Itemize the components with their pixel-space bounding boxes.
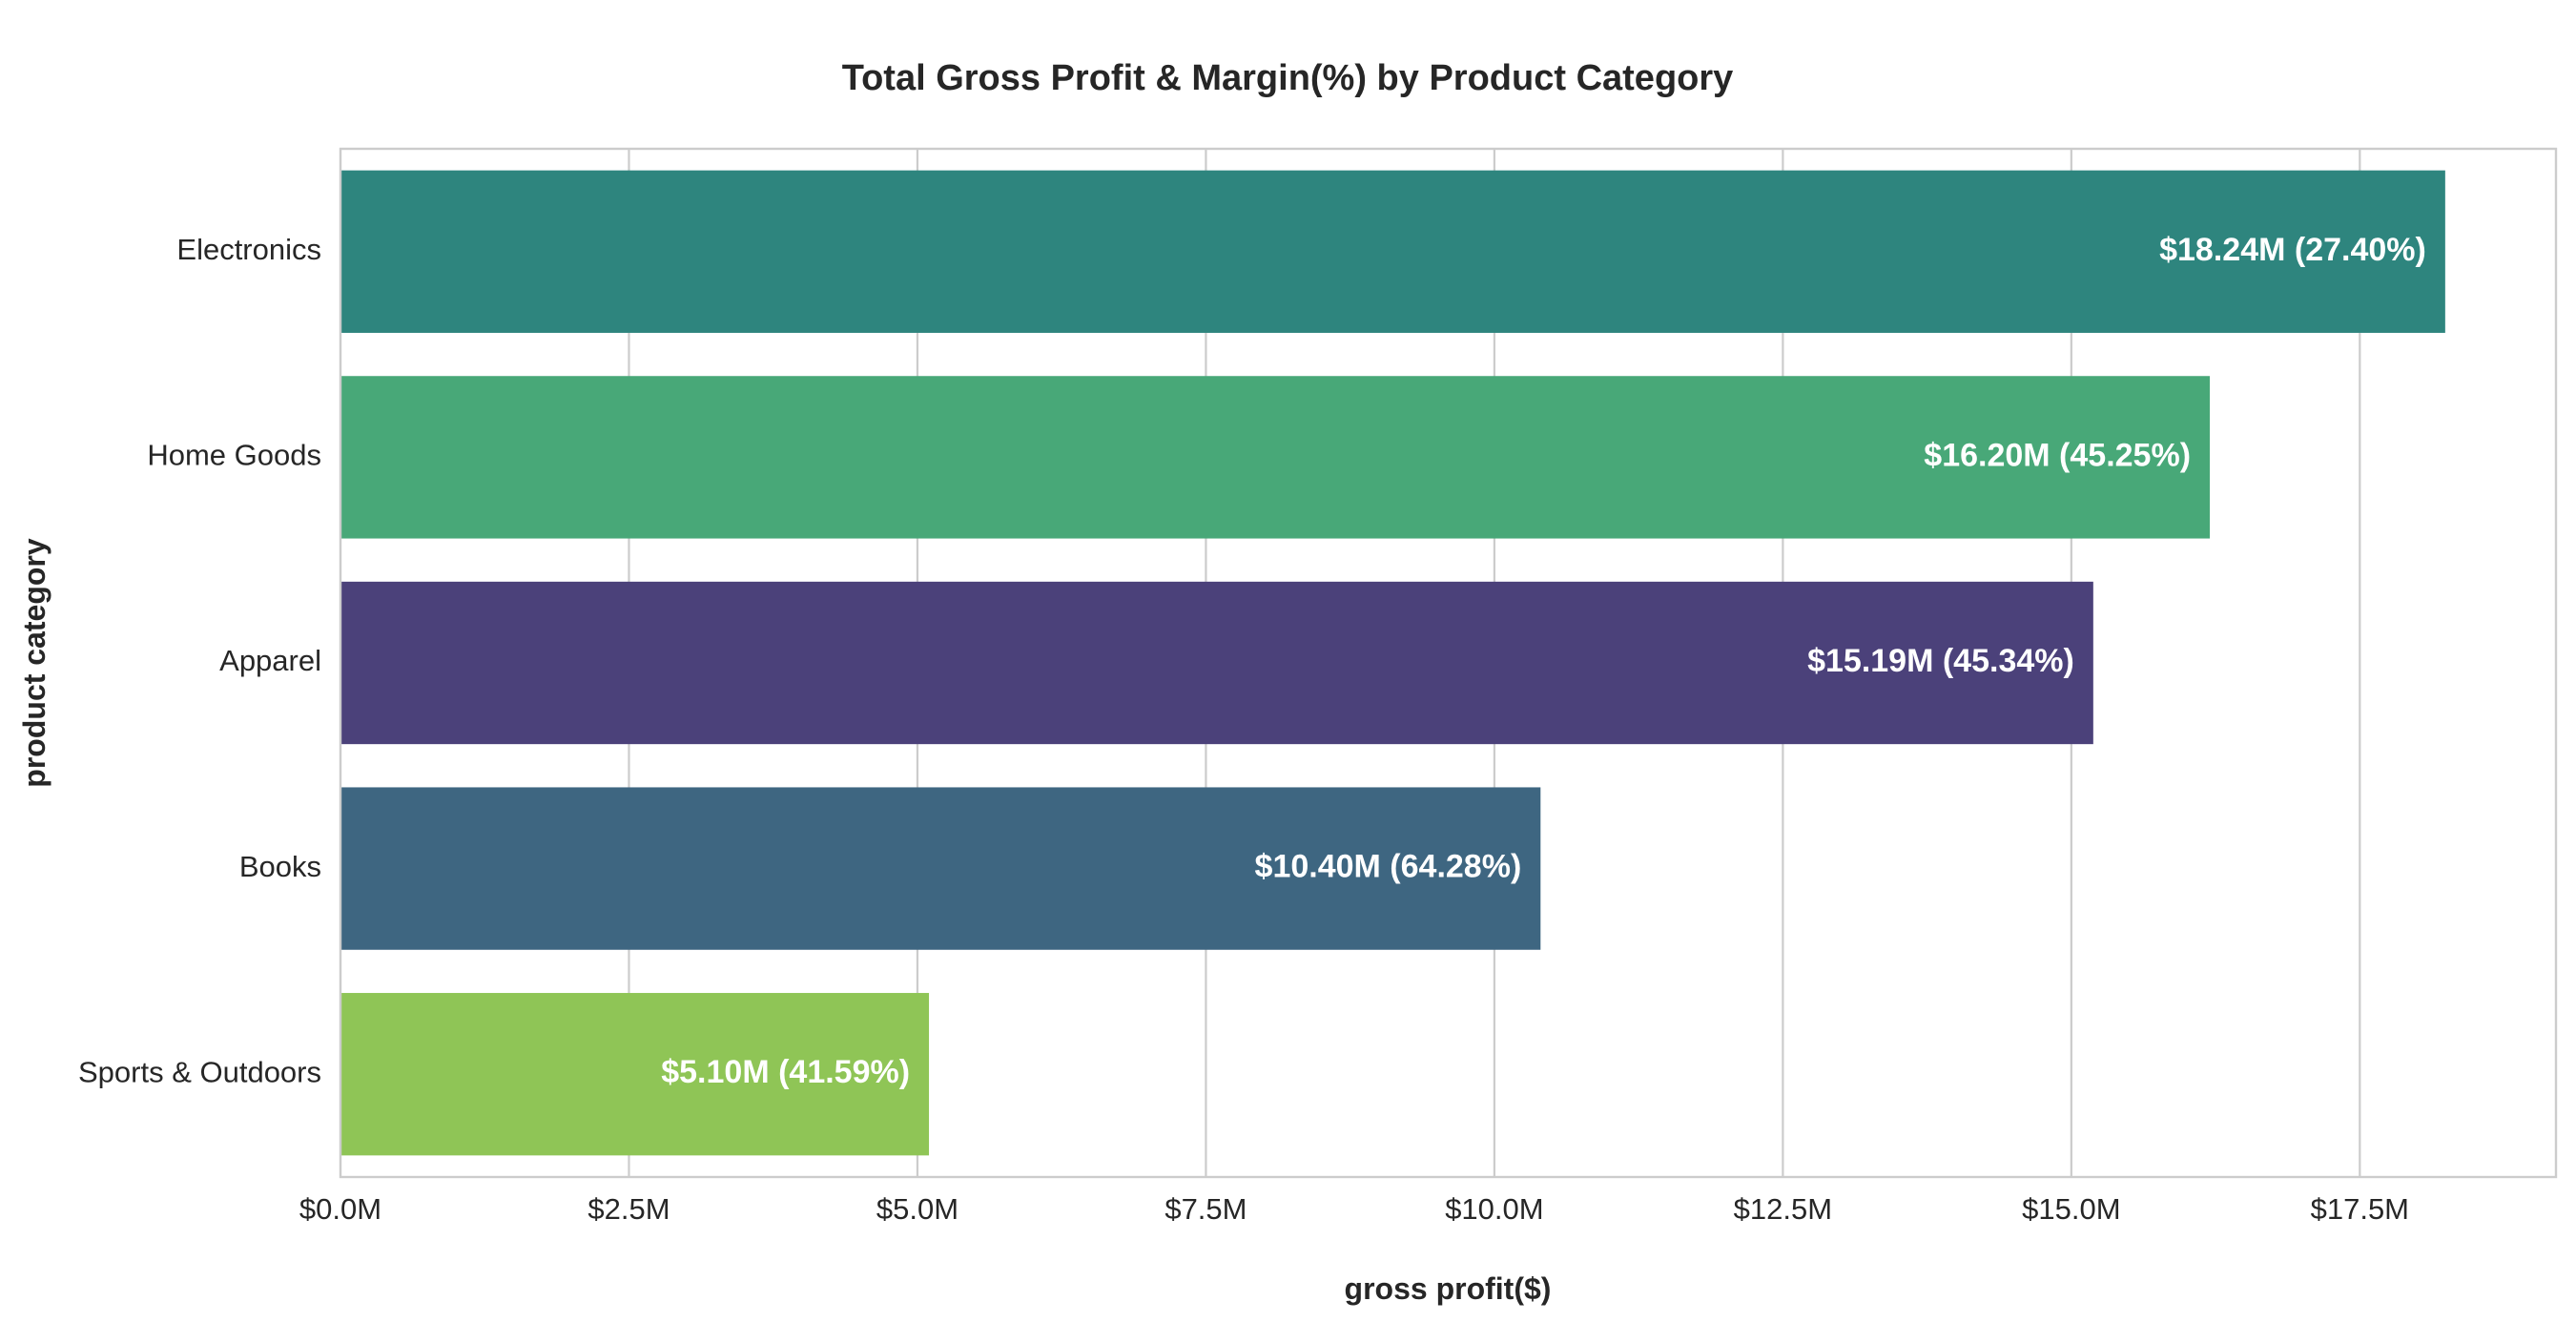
x-tick-label: $10.0M — [1445, 1192, 1543, 1226]
bar-data-label: $18.24M (27.40%) — [2159, 232, 2426, 268]
x-tick-label: $0.0M — [299, 1192, 381, 1226]
x-tick-label: $17.5M — [2311, 1192, 2409, 1226]
plot-frame — [339, 147, 2558, 1179]
bar — [340, 170, 2445, 333]
y-tick-label: Apparel — [219, 644, 321, 677]
x-tick-layer: $0.0M $2.5M $5.0M $7.5M $10.0M $12.5M $15.0M $1… — [299, 1192, 2409, 1226]
y-tick-label: Home Goods — [147, 439, 321, 472]
x-tick-label: $5.0M — [876, 1192, 958, 1226]
bar-data-label: $15.19M (45.34%) — [1807, 643, 2074, 679]
bar-layer — [340, 170, 2445, 1156]
bar — [340, 376, 2211, 539]
x-tick-label: $15.0M — [2022, 1192, 2120, 1226]
chart-title: Total Gross Profit & Margin(%) by Produc… — [842, 58, 1734, 98]
bar — [340, 993, 930, 1156]
x-tick-label: $12.5M — [1734, 1192, 1832, 1226]
bar-data-label: $5.10M (41.59%) — [661, 1054, 910, 1090]
bar — [340, 581, 2093, 745]
y-tick-label: Electronics — [176, 233, 321, 266]
x-tick-label: $7.5M — [1164, 1192, 1247, 1226]
x-tick-label: $2.5M — [587, 1192, 670, 1226]
bar-data-label: $10.40M (64.28%) — [1255, 849, 1522, 885]
y-tick-layer: Electronics Home Goods Apparel Books Sports … — [78, 233, 321, 1088]
y-axis-label: product category — [17, 538, 52, 788]
x-axis-label: gross profit($) — [1345, 1271, 1552, 1306]
bar-data-label: $16.20M (45.25%) — [1924, 437, 2191, 473]
data-label-layer: $18.24M (27.40%) $16.20M (45.25%) $15.19M … — [661, 232, 2426, 1090]
y-tick-label: Books — [239, 850, 321, 883]
bar — [340, 787, 1541, 950]
y-tick-label: Sports & Outdoors — [78, 1055, 321, 1088]
